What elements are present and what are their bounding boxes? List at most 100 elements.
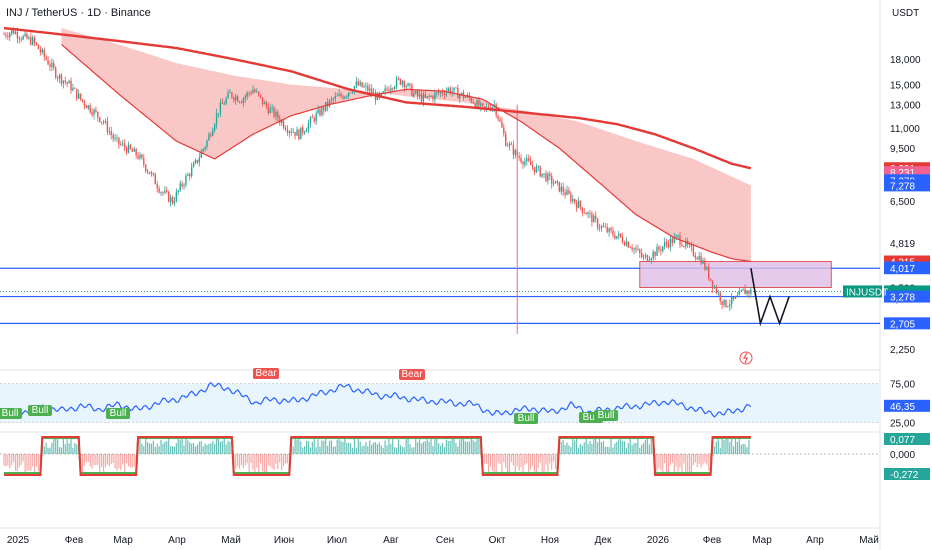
osc-bar: [374, 441, 377, 454]
candle-body: [422, 94, 425, 102]
osc-bar: [313, 438, 315, 454]
month-label: Фев: [65, 535, 83, 546]
osc-green-envelope: [4, 437, 751, 474]
candle-body: [99, 117, 101, 122]
osc-bar: [614, 443, 616, 454]
candle-body: [717, 292, 719, 294]
candle-body: [43, 49, 45, 57]
candle-body: [123, 143, 126, 148]
osc-bar: [658, 454, 660, 468]
candle-body: [386, 88, 388, 90]
candle-body: [650, 258, 652, 261]
candle-body: [654, 251, 656, 257]
osc-bar: [564, 444, 566, 454]
candle-body: [708, 267, 710, 279]
osc-bar: [505, 454, 507, 468]
candle-body: [727, 306, 729, 308]
osc-bar: [457, 446, 459, 454]
osc-bar: [246, 454, 248, 464]
candle-body: [660, 249, 662, 251]
candle-body: [483, 105, 486, 108]
candle-body: [20, 38, 22, 40]
alert-icon[interactable]: [739, 351, 753, 365]
resistance-zone[interactable]: [639, 261, 832, 289]
osc-bar: [87, 454, 89, 463]
candle-body: [62, 80, 65, 84]
candle-body: [711, 280, 714, 289]
candle-body: [45, 56, 47, 60]
osc-bar: [399, 444, 402, 454]
osc-bar: [64, 444, 66, 454]
osc-bar: [261, 454, 264, 472]
osc-bar: [415, 436, 417, 454]
osc-bar: [451, 437, 453, 454]
projection-path[interactable]: [750, 268, 790, 327]
osc-bar: [254, 454, 256, 476]
price-tag-bg: [884, 317, 930, 330]
osc-bar: [698, 454, 700, 464]
candle-body: [539, 166, 541, 177]
month-label: Апр: [168, 535, 186, 546]
osc-bar: [472, 440, 474, 454]
osc-bar: [148, 443, 151, 454]
osc-bar: [734, 437, 737, 454]
candle-body: [543, 173, 545, 175]
osc-bar: [378, 442, 380, 454]
osc-bar: [160, 439, 162, 454]
osc-bar: [348, 442, 350, 454]
candle-body: [600, 225, 603, 229]
candle-body: [464, 96, 467, 98]
osc-bar: [577, 447, 580, 454]
time-axis[interactable]: 2025 Фев Мар Апр Май Июн Июл Авг Сен Окт Ноя Дек 202…: [7, 535, 879, 546]
candle-body: [370, 88, 373, 94]
osc-bar: [633, 443, 635, 454]
candle-body: [175, 191, 178, 202]
candle-body: [196, 160, 199, 163]
osc-bar: [541, 454, 543, 475]
grid: [0, 0, 881, 550]
osc-bar: [240, 454, 243, 466]
bull-label: Bull: [2, 408, 19, 419]
candle-body: [416, 90, 419, 96]
osc-bar: [179, 439, 181, 454]
candle-body: [637, 249, 639, 251]
candle-body: [97, 111, 99, 118]
month-label: Июн: [274, 535, 294, 546]
candle-body: [510, 143, 513, 145]
osc-bar: [388, 438, 390, 454]
candle-body: [280, 120, 283, 123]
candle-body: [56, 77, 59, 79]
candle-body: [66, 82, 68, 84]
osc-bar: [692, 454, 694, 465]
candle-body: [68, 80, 70, 84]
osc-bar: [26, 454, 28, 472]
osc-bar: [248, 454, 250, 474]
osc-bar: [208, 443, 210, 454]
osc-bar: [114, 454, 116, 469]
candle-body: [596, 218, 599, 228]
osc-bar: [158, 446, 160, 454]
candle-body: [28, 37, 30, 39]
candle-body: [403, 81, 405, 88]
candle-body: [719, 292, 721, 302]
candle-body: [633, 248, 635, 250]
candle-body: [321, 107, 323, 116]
candle-body: [487, 106, 490, 109]
osc-bar: [549, 454, 551, 464]
candle-body: [729, 304, 731, 307]
bear-label-bg: [253, 368, 279, 379]
osc-bar: [124, 454, 126, 473]
month-label: Сен: [436, 535, 454, 546]
osc-bar: [258, 454, 260, 476]
candle-body: [562, 186, 564, 193]
candle-body: [242, 98, 245, 104]
candle-body: [499, 119, 501, 122]
price-axis[interactable]: 18,000 15,000 13,000 11,000 9,500 6,500 4,819 4…: [843, 55, 930, 481]
candle-body: [409, 83, 411, 85]
osc-bar: [597, 442, 599, 454]
osc-bar: [585, 438, 587, 454]
candle-body: [713, 286, 716, 289]
candle-body: [405, 86, 407, 88]
osc-tag: 0,077: [890, 435, 915, 446]
